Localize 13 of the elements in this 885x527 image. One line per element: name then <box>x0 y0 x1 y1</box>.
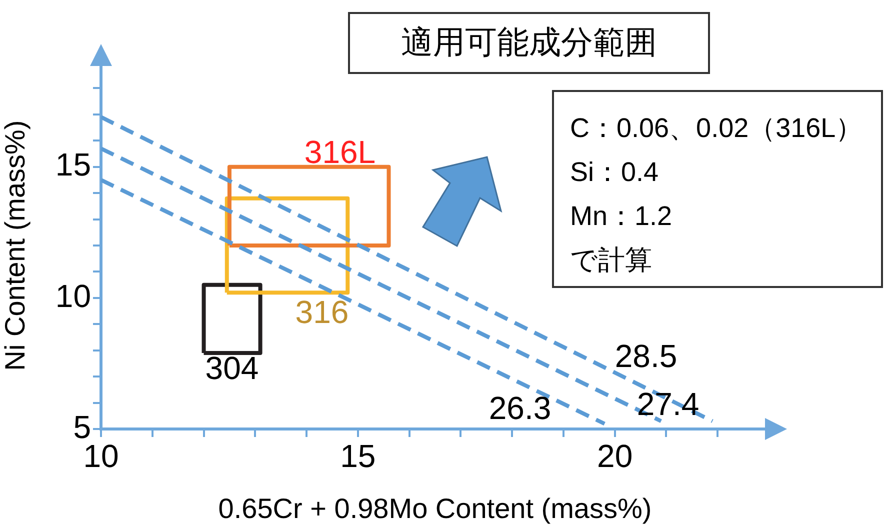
x-axis-title: 0.65Cr + 0.98Mo Content (mass%) <box>218 492 652 524</box>
annotation: 304 <box>205 350 259 386</box>
y-tick-label: 10 <box>55 278 91 314</box>
x-tick-label: 20 <box>597 438 633 474</box>
y-axis-title: Ni Content (mass%) <box>0 120 31 371</box>
annotation: 316 <box>295 294 349 330</box>
x-tick-label: 15 <box>340 438 376 474</box>
chart-title: 適用可能成分範囲 <box>348 12 710 74</box>
y-tick-label: 15 <box>55 146 91 183</box>
annotation: 316L <box>304 134 376 170</box>
annotation: 28.5 <box>614 338 678 374</box>
annotation: C：0.06、0.02（316L） Si：0.4 Mn：1.2 で計算 <box>552 90 883 288</box>
annotation: 26.3 <box>488 390 552 426</box>
